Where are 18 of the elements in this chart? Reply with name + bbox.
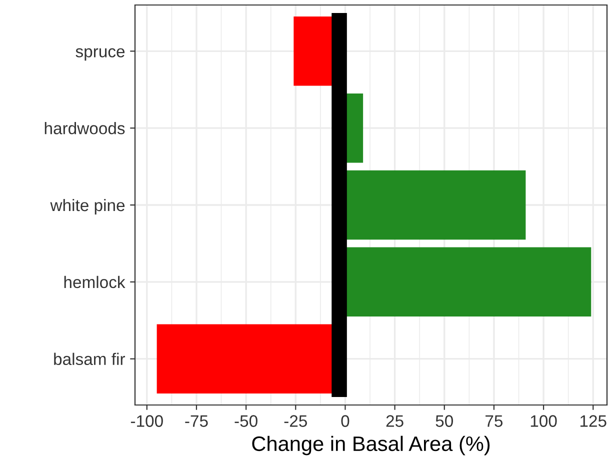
x-axis-title: Change in Basal Area (%)	[252, 436, 490, 456]
x-tick-label: -75	[185, 415, 208, 427]
y-tick-label: balsam fir	[54, 352, 126, 366]
x-tick-label: 0	[341, 415, 350, 427]
bar	[345, 247, 592, 317]
x-tick-label: 100	[530, 415, 557, 427]
x-tick-label: 75	[486, 415, 503, 427]
y-tick-label: spruce	[76, 48, 125, 61]
x-tick-label: -100	[130, 415, 163, 427]
x-tick-label: -25	[284, 415, 307, 427]
x-tick-label: -50	[234, 415, 258, 427]
y-tick-label: hemlock	[64, 276, 126, 288]
y-tick-label: white pine	[50, 198, 125, 214]
y-tick-label: hardwoods	[44, 122, 125, 134]
bar	[345, 170, 526, 240]
x-tick-label: 50	[436, 415, 453, 427]
x-tick-label: 125	[580, 415, 606, 427]
x-tick-label: 25	[386, 415, 404, 427]
